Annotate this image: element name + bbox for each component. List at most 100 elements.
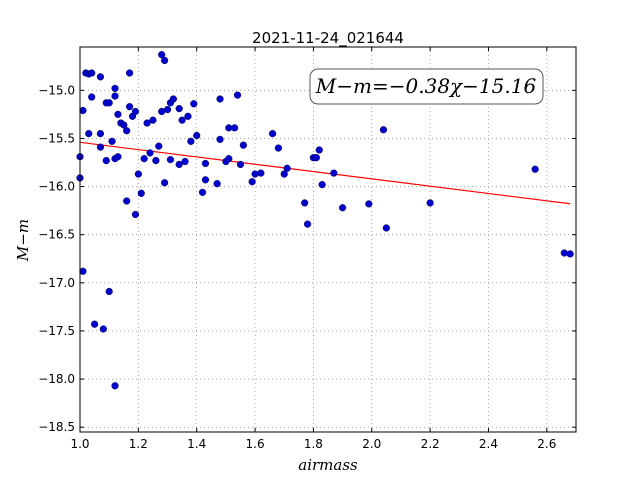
- x-axis-label: airmass: [298, 456, 358, 474]
- data-point: [96, 130, 105, 138]
- x-tick-label: 1.2: [129, 437, 148, 451]
- data-point: [233, 91, 242, 99]
- data-point: [152, 156, 160, 165]
- data-point: [90, 320, 99, 328]
- data-point: [161, 179, 169, 187]
- data-point: [96, 73, 105, 81]
- data-point: [231, 124, 239, 132]
- y-tick-label: −17.5: [38, 324, 75, 338]
- data-point: [114, 110, 122, 118]
- data-point: [213, 180, 221, 188]
- data-point: [137, 189, 145, 197]
- data-point: [184, 112, 192, 120]
- y-axis-ticks: −15.0 −15.5 −16.0 −16.5 −17.0 −17.5 −18.0 −18.5: [38, 83, 576, 434]
- y-tick-label: −16.0: [38, 180, 75, 194]
- data-point: [239, 141, 247, 149]
- fit-equation-box: M−m=−0.38χ−15.16: [309, 68, 544, 105]
- data-point: [283, 164, 291, 172]
- data-points: [76, 51, 574, 390]
- data-point: [102, 156, 110, 165]
- data-point: [120, 121, 128, 129]
- fit-equation-frame: [309, 68, 544, 105]
- data-point: [193, 131, 201, 140]
- data-point: [158, 51, 166, 59]
- data-point: [134, 170, 142, 178]
- data-point: [105, 287, 113, 296]
- data-point: [123, 197, 131, 205]
- x-tick-label: 2.6: [537, 437, 556, 451]
- fit-line-layer: [79, 141, 571, 205]
- grid: [79, 47, 576, 432]
- data-point: [88, 69, 96, 77]
- data-point: [312, 154, 320, 162]
- data-point: [280, 170, 288, 178]
- data-point: [126, 69, 134, 77]
- x-tick-label: 1.6: [246, 437, 265, 451]
- data-point: [143, 119, 151, 127]
- fit-equation-text: M−m=−0.38χ−15.16: [315, 74, 537, 98]
- x-tick-label: 1.0: [70, 437, 89, 451]
- chart-title: 2021-11-24_021644: [252, 29, 404, 48]
- data-point: [169, 95, 177, 103]
- data-point: [301, 199, 309, 207]
- data-point: [79, 106, 87, 115]
- x-tick-label: 1.8: [304, 437, 323, 451]
- data-point: [315, 146, 323, 154]
- data-point: [99, 325, 107, 333]
- data-point: [108, 137, 116, 145]
- data-point: [161, 56, 169, 65]
- y-tick-label: −15.0: [38, 83, 75, 97]
- data-point: [175, 160, 183, 169]
- data-point: [131, 107, 140, 116]
- data-point: [126, 103, 134, 111]
- data-point: [225, 155, 233, 163]
- data-point: [166, 156, 175, 164]
- x-tick-label: 2.0: [362, 437, 381, 451]
- x-tick-label: 1.4: [187, 437, 206, 451]
- data-point: [178, 116, 186, 124]
- y-tick-label: −18.0: [38, 372, 75, 386]
- data-point: [365, 200, 373, 208]
- data-point: [268, 130, 277, 138]
- x-tick-label: 2.2: [421, 437, 440, 451]
- data-point: [131, 210, 140, 219]
- data-point: [248, 178, 256, 186]
- y-tick-label: −16.5: [38, 228, 75, 242]
- data-point: [338, 204, 347, 212]
- data-point: [96, 143, 105, 151]
- data-point: [274, 144, 283, 152]
- data-point: [198, 188, 207, 196]
- data-point: [140, 155, 148, 163]
- data-point: [201, 176, 210, 184]
- y-tick-label: −15.5: [38, 131, 75, 145]
- data-point: [187, 137, 195, 145]
- data-point: [379, 126, 388, 134]
- data-point: [111, 382, 119, 390]
- data-point: [146, 149, 154, 157]
- data-point: [201, 159, 210, 168]
- y-tick-label: −18.5: [38, 420, 75, 434]
- plot-frame: [79, 46, 577, 433]
- data-point: [88, 93, 96, 101]
- data-point: [79, 267, 87, 275]
- data-point: [236, 160, 245, 169]
- x-tick-label: 2.4: [479, 437, 498, 451]
- data-point: [216, 135, 224, 144]
- data-point: [426, 199, 434, 207]
- data-point: [330, 169, 338, 177]
- y-tick-label: −17.0: [38, 276, 75, 290]
- fit-line: [79, 141, 571, 205]
- data-point: [181, 157, 189, 166]
- data-point: [257, 169, 265, 177]
- data-point: [566, 250, 574, 258]
- data-point: [318, 181, 326, 189]
- data-point: [114, 153, 122, 161]
- data-point: [155, 142, 163, 150]
- data-point: [105, 99, 113, 107]
- data-point: [303, 220, 312, 228]
- data-point: [175, 104, 183, 113]
- data-point: [190, 100, 198, 108]
- data-point: [111, 84, 119, 92]
- data-point: [85, 130, 93, 138]
